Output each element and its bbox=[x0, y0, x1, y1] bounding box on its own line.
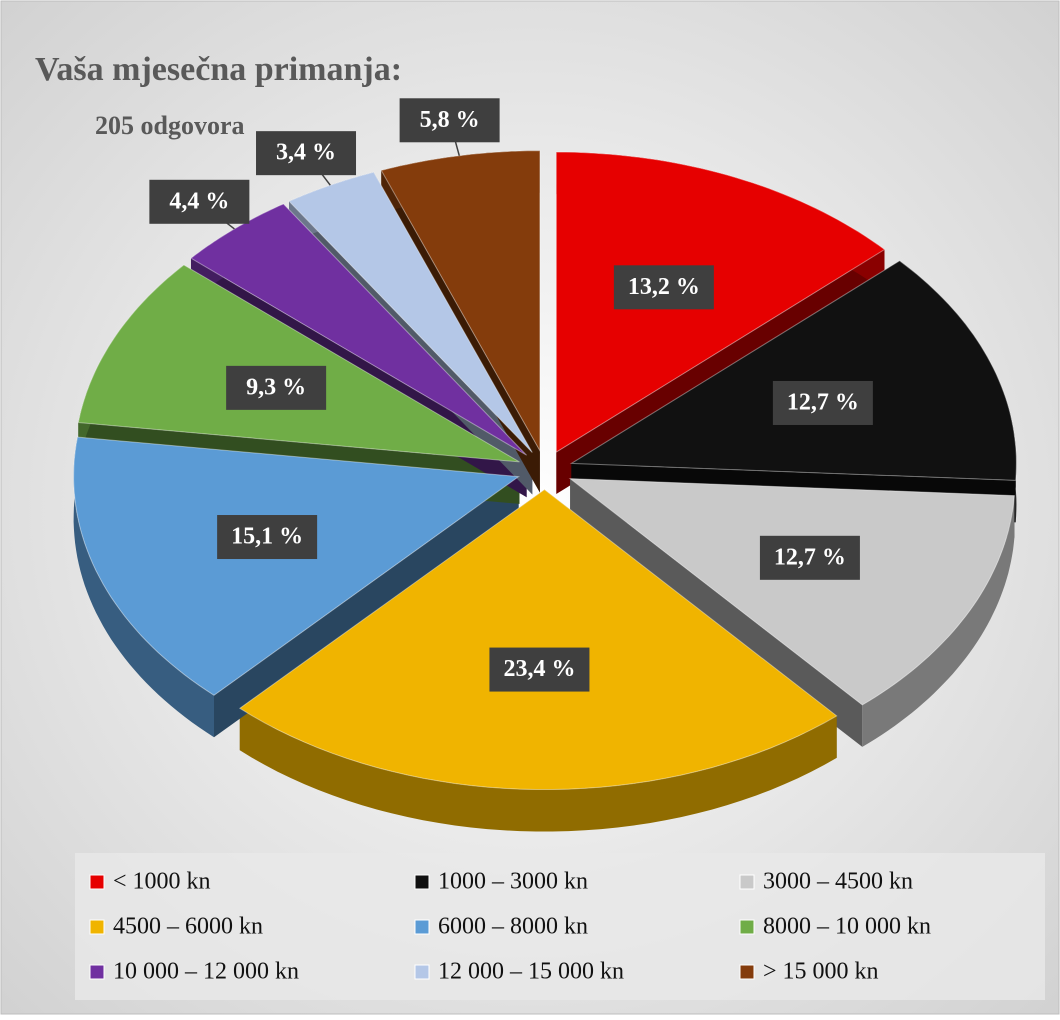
data-label-box bbox=[772, 380, 873, 425]
legend-label: > 15 000 kn bbox=[763, 959, 879, 985]
legend-marker bbox=[89, 964, 105, 980]
chart-subtitle: 205 odgovora bbox=[95, 111, 245, 140]
data-label-box bbox=[149, 179, 250, 224]
data-label-box bbox=[217, 515, 318, 560]
legend-marker bbox=[414, 874, 430, 890]
data-label-box bbox=[613, 265, 714, 310]
data-label-box bbox=[759, 535, 860, 580]
legend-marker bbox=[739, 964, 755, 980]
data-label: 5,8 % bbox=[420, 107, 480, 133]
data-label-box bbox=[226, 365, 327, 410]
chart-title: Vaša mjesečna primanja: bbox=[35, 51, 402, 88]
slice bbox=[555, 151, 886, 453]
slice-side bbox=[214, 476, 519, 738]
legend-label: 8000 – 10 000 kn bbox=[763, 914, 931, 940]
legend-label: 4500 – 6000 kn bbox=[113, 914, 263, 940]
legend-marker bbox=[739, 919, 755, 935]
legend-label: < 1000 kn bbox=[113, 869, 211, 895]
legend-label: 3000 – 4500 kn bbox=[763, 869, 913, 895]
legend-marker bbox=[739, 874, 755, 890]
legend-label: 1000 – 3000 kn bbox=[438, 869, 588, 895]
legend-box bbox=[75, 853, 1045, 1000]
slice bbox=[569, 260, 1017, 481]
slice bbox=[73, 436, 521, 696]
data-label-box bbox=[399, 98, 500, 143]
slice bbox=[380, 150, 541, 453]
data-label: 3,4 % bbox=[276, 140, 336, 166]
legend-label: 6000 – 8000 kn bbox=[438, 914, 588, 940]
data-label: 9,3 % bbox=[246, 374, 306, 400]
legend-label: 10 000 – 12 000 kn bbox=[113, 959, 299, 985]
data-label: 12,7 % bbox=[787, 389, 859, 415]
legend-marker bbox=[89, 919, 105, 935]
legend-label: 12 000 – 15 000 kn bbox=[438, 959, 624, 985]
data-label-box bbox=[489, 647, 590, 692]
data-label: 15,1 % bbox=[231, 524, 303, 550]
data-label: 13,2 % bbox=[628, 274, 700, 300]
legend-marker bbox=[89, 874, 105, 890]
slice bbox=[568, 478, 1015, 706]
data-label: 4,4 % bbox=[169, 188, 229, 214]
slice-side bbox=[862, 495, 1015, 747]
data-label: 12,7 % bbox=[774, 544, 846, 570]
legend-marker bbox=[414, 964, 430, 980]
legend-marker bbox=[414, 919, 430, 935]
slice-side bbox=[239, 708, 837, 832]
slice-side bbox=[73, 437, 214, 738]
slice bbox=[238, 488, 838, 790]
slice bbox=[77, 264, 520, 463]
data-label: 23,4 % bbox=[503, 656, 575, 682]
data-label-box bbox=[256, 131, 357, 176]
